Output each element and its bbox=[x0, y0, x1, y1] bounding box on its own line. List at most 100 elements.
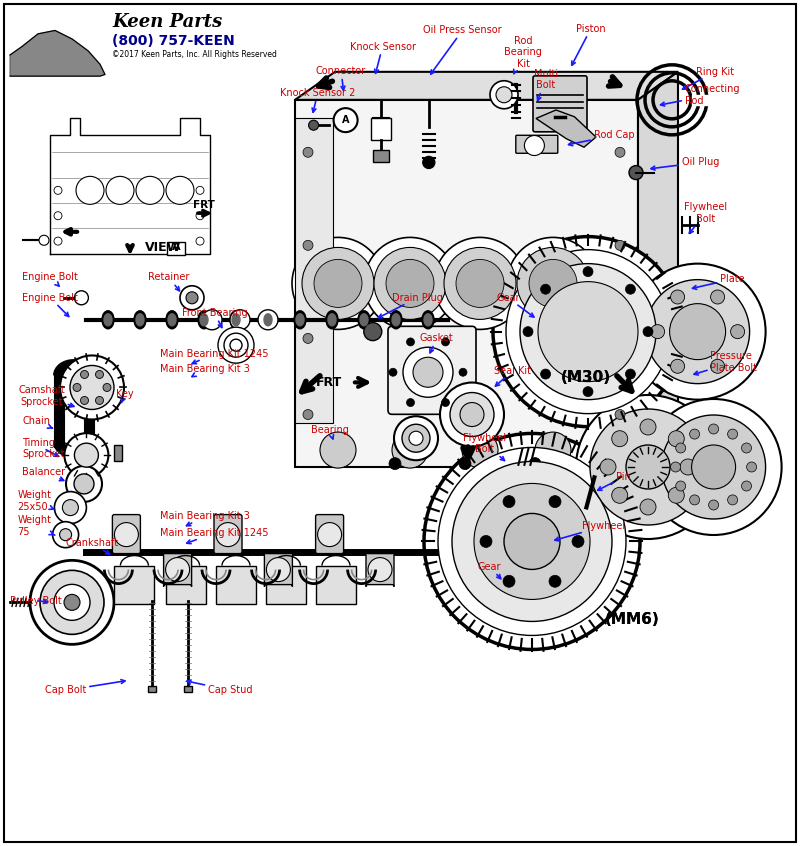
Text: (M30): (M30) bbox=[561, 370, 610, 385]
Circle shape bbox=[646, 280, 750, 383]
Text: Crankshaft: Crankshaft bbox=[66, 538, 118, 554]
Text: Camshaft
Sprocket: Camshaft Sprocket bbox=[18, 385, 74, 407]
FancyBboxPatch shape bbox=[533, 76, 587, 132]
Ellipse shape bbox=[232, 314, 240, 326]
Circle shape bbox=[403, 347, 453, 398]
FancyBboxPatch shape bbox=[373, 151, 389, 162]
Circle shape bbox=[646, 399, 782, 535]
Circle shape bbox=[180, 286, 204, 310]
Text: Weight
25x50: Weight 25x50 bbox=[18, 490, 55, 512]
Ellipse shape bbox=[136, 314, 144, 326]
Circle shape bbox=[409, 431, 423, 445]
Ellipse shape bbox=[264, 314, 272, 326]
Circle shape bbox=[309, 120, 318, 130]
Text: Pulley Bolt: Pulley Bolt bbox=[10, 596, 62, 606]
Ellipse shape bbox=[296, 314, 304, 326]
Circle shape bbox=[64, 595, 80, 610]
Circle shape bbox=[424, 433, 640, 650]
Text: Front Bearing: Front Bearing bbox=[182, 308, 247, 327]
Circle shape bbox=[640, 419, 656, 435]
Ellipse shape bbox=[198, 310, 210, 329]
Circle shape bbox=[40, 570, 104, 634]
Circle shape bbox=[406, 398, 414, 407]
Text: Piston: Piston bbox=[572, 24, 606, 65]
FancyBboxPatch shape bbox=[167, 243, 185, 255]
Circle shape bbox=[529, 260, 577, 307]
Text: Main Bearing Kit 3: Main Bearing Kit 3 bbox=[160, 511, 250, 525]
Circle shape bbox=[292, 238, 384, 329]
Text: Connector: Connector bbox=[316, 66, 366, 91]
Circle shape bbox=[643, 327, 653, 337]
Text: Chain: Chain bbox=[22, 416, 52, 428]
Bar bbox=[114, 446, 122, 461]
Text: Weight
75: Weight 75 bbox=[18, 515, 55, 537]
Circle shape bbox=[600, 459, 616, 475]
Circle shape bbox=[680, 459, 696, 475]
Circle shape bbox=[504, 514, 560, 569]
Circle shape bbox=[442, 338, 450, 346]
Circle shape bbox=[629, 166, 643, 179]
Text: FRT: FRT bbox=[193, 201, 215, 210]
Ellipse shape bbox=[166, 310, 178, 329]
Circle shape bbox=[95, 397, 103, 404]
Text: Plate: Plate bbox=[693, 274, 745, 289]
Circle shape bbox=[54, 585, 90, 620]
Circle shape bbox=[650, 325, 665, 338]
Text: Multi
Bolt: Multi Bolt bbox=[534, 69, 558, 101]
Text: Engine Bolt: Engine Bolt bbox=[22, 272, 78, 286]
Circle shape bbox=[549, 496, 561, 508]
Circle shape bbox=[218, 327, 254, 363]
Text: Seal Kit: Seal Kit bbox=[494, 365, 531, 386]
Ellipse shape bbox=[230, 310, 242, 329]
Circle shape bbox=[691, 445, 736, 489]
FancyBboxPatch shape bbox=[166, 566, 206, 603]
Circle shape bbox=[70, 365, 114, 409]
Circle shape bbox=[30, 560, 114, 645]
Text: (M30): (M30) bbox=[561, 370, 610, 385]
Circle shape bbox=[54, 492, 86, 524]
Circle shape bbox=[668, 431, 684, 447]
FancyBboxPatch shape bbox=[214, 514, 242, 553]
Circle shape bbox=[590, 409, 706, 525]
Text: Cap Bolt: Cap Bolt bbox=[45, 679, 125, 695]
Circle shape bbox=[394, 416, 438, 460]
Circle shape bbox=[541, 369, 550, 379]
Circle shape bbox=[413, 357, 443, 387]
Circle shape bbox=[668, 487, 684, 503]
FancyBboxPatch shape bbox=[295, 118, 333, 423]
Text: Timing
Sprocket: Timing Sprocket bbox=[22, 437, 65, 459]
Circle shape bbox=[535, 432, 571, 468]
Circle shape bbox=[742, 443, 751, 453]
Circle shape bbox=[615, 147, 625, 157]
Circle shape bbox=[728, 495, 738, 505]
Circle shape bbox=[549, 575, 561, 587]
Circle shape bbox=[493, 237, 683, 426]
Ellipse shape bbox=[358, 310, 370, 329]
Circle shape bbox=[583, 387, 593, 397]
Circle shape bbox=[60, 529, 72, 541]
Circle shape bbox=[166, 558, 190, 581]
Circle shape bbox=[503, 496, 515, 508]
Circle shape bbox=[166, 176, 194, 205]
Circle shape bbox=[452, 461, 612, 622]
Circle shape bbox=[389, 368, 397, 376]
Circle shape bbox=[612, 431, 628, 447]
Circle shape bbox=[709, 424, 718, 434]
Text: Knock Sensor: Knock Sensor bbox=[350, 41, 416, 74]
Circle shape bbox=[318, 523, 342, 547]
FancyBboxPatch shape bbox=[112, 514, 141, 553]
Circle shape bbox=[525, 135, 544, 156]
Circle shape bbox=[54, 212, 62, 220]
Circle shape bbox=[106, 176, 134, 205]
Circle shape bbox=[374, 247, 446, 320]
Text: Gasket: Gasket bbox=[420, 333, 454, 353]
Circle shape bbox=[460, 403, 484, 426]
Circle shape bbox=[444, 247, 516, 320]
Polygon shape bbox=[692, 95, 712, 105]
Ellipse shape bbox=[360, 314, 368, 326]
Circle shape bbox=[76, 176, 104, 205]
FancyBboxPatch shape bbox=[370, 118, 390, 140]
Circle shape bbox=[670, 290, 685, 304]
Circle shape bbox=[709, 500, 718, 510]
Circle shape bbox=[438, 448, 626, 635]
